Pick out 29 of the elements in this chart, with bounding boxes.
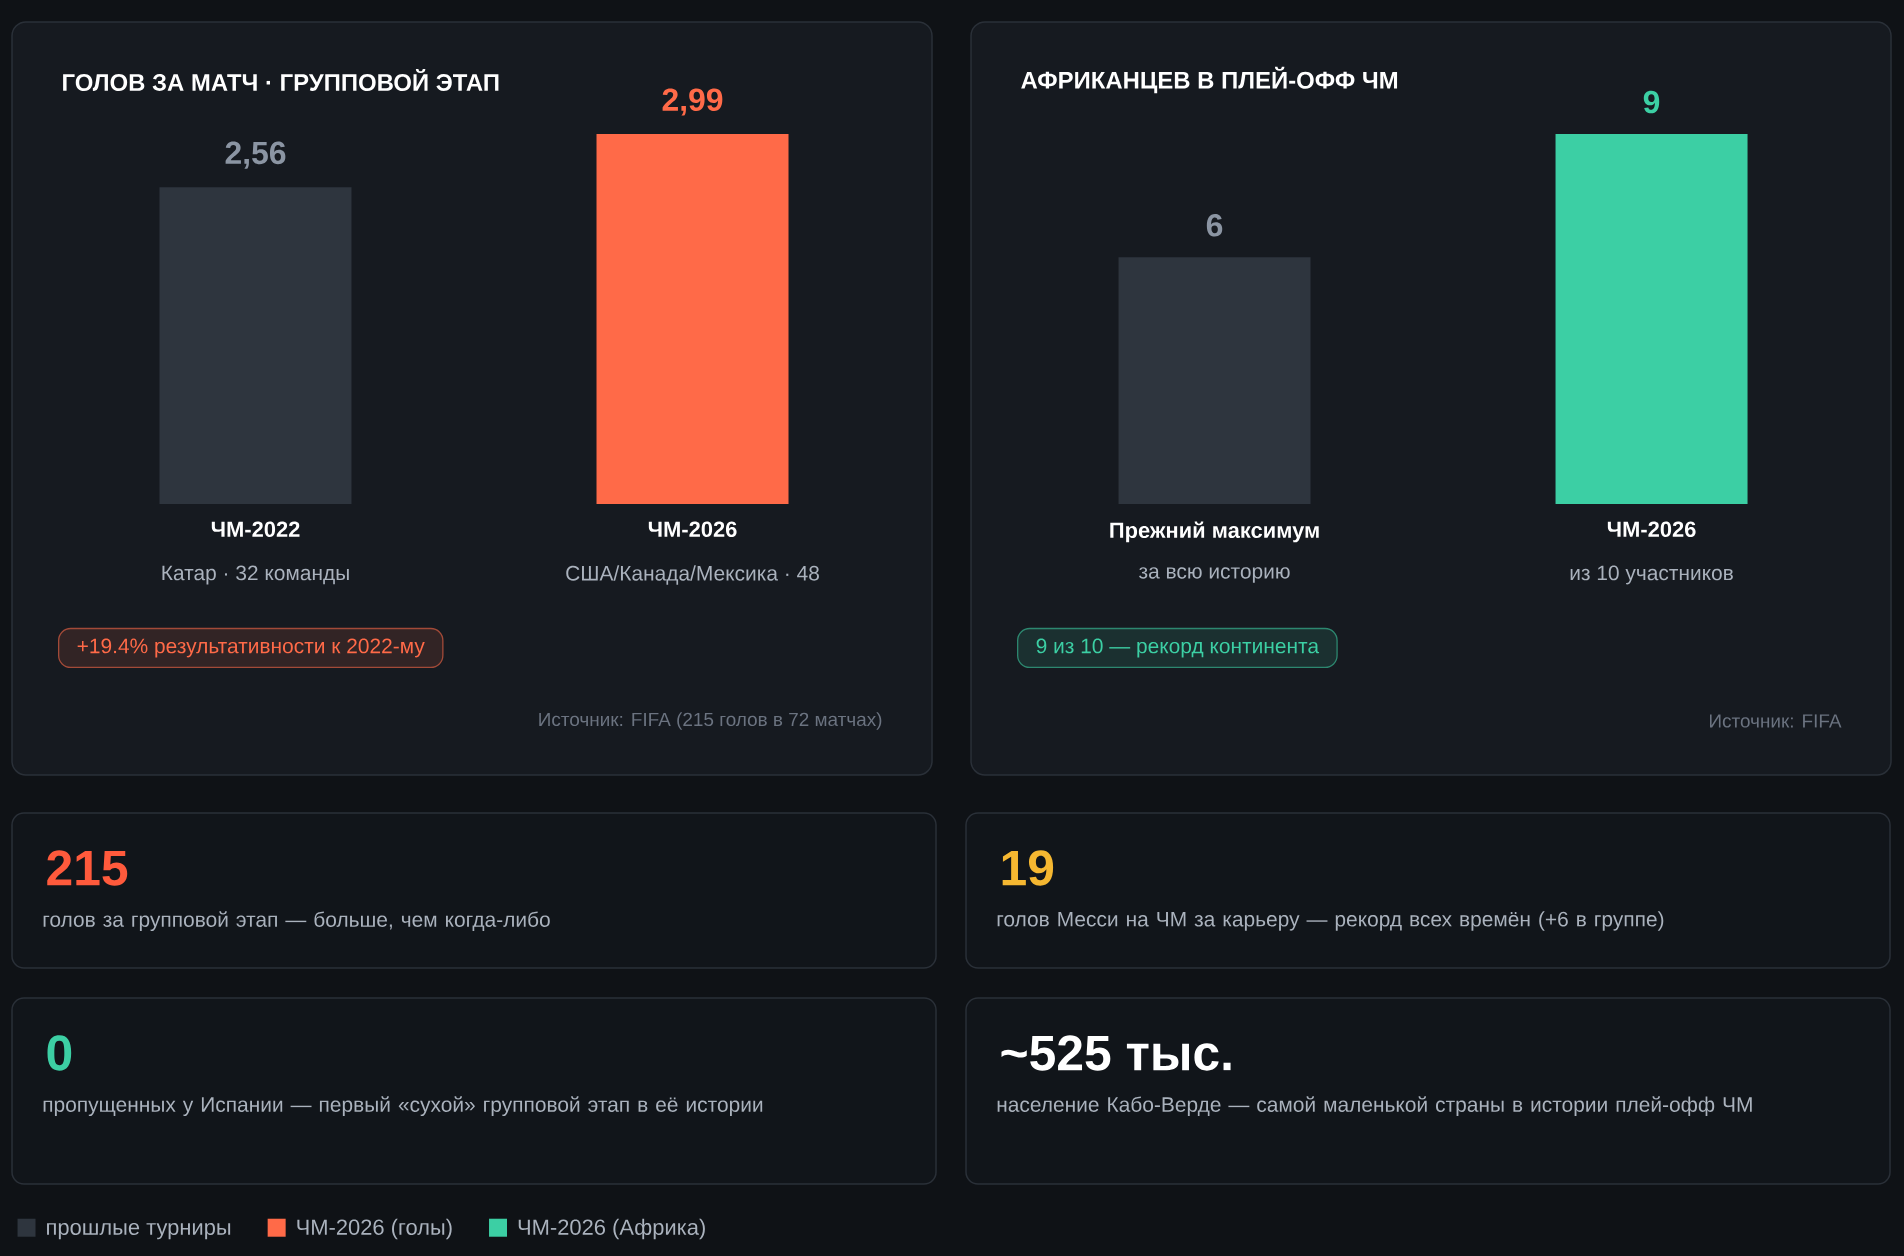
text: США/Канада/Мексика · 48 xyxy=(566,565,819,585)
legend-label: прошлые турниры xyxy=(47,1222,231,1240)
x-tick-label: ЧМ-2022 xyxy=(211,521,300,538)
text: 19 xyxy=(1002,850,1054,886)
text: население Кабо-Верде — самой маленькой страны в истории плей-офф ЧМ xyxy=(997,1096,1752,1117)
text: Источник: FIFA (215 голов в 72 матчах) xyxy=(539,712,882,730)
x-tick-label: ЧМ-2026 xyxy=(1607,521,1696,538)
text: голов Месси на ЧМ за карьеру — рекорд всех времён (+6 в группе) xyxy=(997,911,1664,931)
chart-title: АФРИКАНЦЕВ В ПЛЕЙ-ОФФ ЧМ xyxy=(1021,66,1398,94)
data-label: 6 xyxy=(1206,214,1223,237)
data-label: 2,99 xyxy=(662,88,723,116)
text: 9 из 10 — рекорд континента xyxy=(1036,638,1320,658)
text: за всю историю xyxy=(1139,567,1290,583)
x-tick-label: Прежний максимум xyxy=(1110,521,1319,543)
text: +19.4% результативности к 2022-му xyxy=(77,638,425,658)
x-tick-label: ЧМ-2026 xyxy=(648,521,737,538)
text: Катар · 32 команды xyxy=(162,565,349,585)
text: Источник: FIFA xyxy=(1710,714,1842,728)
chart-title: ГОЛОВ ЗА МАТЧ · ГРУППОВОЙ ЭТАП xyxy=(63,69,499,91)
legend-label: ЧМ-2026 (Африка) xyxy=(518,1218,705,1240)
text: из 10 участников xyxy=(1570,565,1733,585)
data-label: 2,56 xyxy=(225,141,286,169)
text: 215 xyxy=(47,850,128,886)
text: голов за групповой этап — больше, чем когда-либо xyxy=(43,911,550,932)
data-label: 9 xyxy=(1643,90,1660,114)
text: ~525 тыс. xyxy=(1001,1035,1231,1071)
text: 0 xyxy=(47,1035,72,1071)
text: пропущенных у Испании — первый «сухой» групповой этап в её истории xyxy=(43,1096,763,1117)
legend-label: ЧМ-2026 (голы) xyxy=(297,1218,452,1240)
